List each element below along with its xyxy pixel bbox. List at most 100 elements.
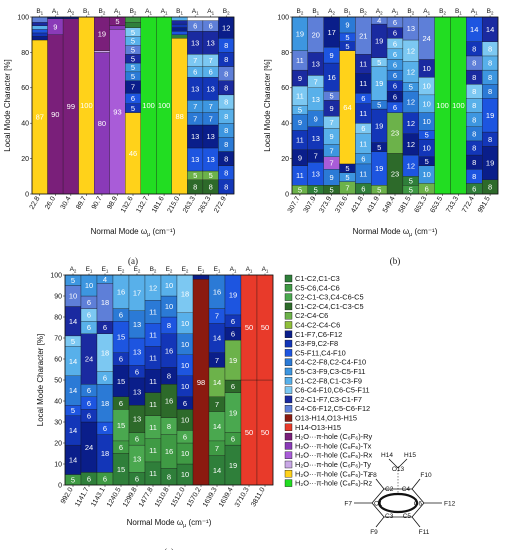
data-label: 8 [472,144,476,153]
symmetry-label: B2 [439,8,446,16]
data-label: 8 [472,101,476,110]
data-label: 16 [213,288,221,297]
x-tick-label: 373.9 [319,195,334,214]
data-label: 6 [183,432,187,441]
symmetry-label: A1 [207,8,214,16]
x-tick-label: 991.5 [477,195,492,214]
data-label: 5 [209,171,213,180]
panel-b: 511911951191119B2307.751371391371320B130… [263,8,499,266]
data-label: 7 [314,152,318,161]
legend-swatch [284,470,293,478]
legend-entry: C4-C6-F12,C5-C6-F12 [295,404,370,413]
data-label: 9 [345,21,349,30]
data-label: 5 [425,130,429,139]
x-tick-label: 263.3 [198,195,213,214]
data-label: 5 [377,58,381,67]
data-label: 13 [133,387,141,396]
data-label: 5 [193,171,197,180]
x-tick-label: 1510.8 [154,486,171,508]
symmetry-label: A1 [192,8,199,16]
data-label: 24 [85,355,93,364]
data-label: 14 [69,357,77,366]
data-label: 17 [327,28,335,37]
x-tick-label: 431.9 [366,195,381,214]
x-tick-label: 549.4 [382,195,397,214]
data-label: 19 [296,30,304,39]
bar-segment [171,16,188,21]
data-label: 5 [131,37,135,46]
symmetry-label: A1 [114,8,121,16]
data-label: 10 [69,292,77,301]
x-tick-label: 1477.8 [138,486,155,508]
data-label: 12 [407,119,415,128]
data-label: 13 [191,38,199,47]
panel-label: (c) [164,547,174,550]
data-label: 14 [213,378,221,387]
x-tick-label: 1240.5 [106,486,123,508]
x-tick-label: 272.9 [213,195,228,214]
legend-entry: O13-H14,O13-H15 [295,414,357,423]
bar-segment [125,22,141,28]
data-label: 6 [209,22,213,31]
data-label: 14 [486,25,494,34]
data-label: 6 [231,382,235,391]
atom-label: C3 [385,513,394,520]
legend-entry: C5-F11,C4-F10 [295,348,346,357]
data-label: 8 [488,45,492,54]
data-label: 7 [193,102,197,111]
bond [371,488,385,504]
legend-entry: H14-O13-H15 [295,423,341,432]
legend-entry: C1-C2,C1-C3 [295,274,340,283]
data-label: 13 [191,84,199,93]
atom-label: F7 [344,501,352,508]
data-label: 5 [409,176,413,185]
data-label: 16 [165,447,173,456]
data-label: 13 [133,454,141,463]
symmetry-label: B2 [407,8,414,16]
atom-label: O13 [392,466,405,473]
data-label: 6 [103,474,107,483]
y-tick-label: 60 [281,85,289,92]
bar-segment [171,27,188,32]
data-label: 11 [359,169,367,178]
data-label: 11 [149,469,157,478]
atom-label: H14 [381,452,393,459]
symmetry-label: A2 [376,8,383,16]
data-label: 11 [296,56,304,65]
data-label: 24 [85,443,93,452]
symmetry-label: E2 [118,266,125,274]
bond [411,488,425,504]
data-label: 12 [222,23,230,32]
symmetry-label: E1 [102,266,109,274]
data-label: 13 [133,415,141,424]
x-tick-label: 421.8 [350,195,365,214]
data-label: 10 [181,470,189,479]
data-label: 10 [423,117,431,126]
data-label: 19 [375,37,383,46]
data-label: 9 [330,132,334,141]
data-label: 6 [231,330,235,339]
data-label: 100 [158,101,171,110]
data-label: 16 [327,73,335,82]
y-tick-label: 0 [285,191,289,198]
data-label: 14 [213,422,221,431]
legend-entry: C2-C4-C6 [295,311,328,320]
y-tick-label: 0 [25,191,29,198]
legend-swatch [284,321,293,329]
data-label: 6 [393,60,397,69]
data-label: 100 [452,101,465,110]
data-label: 10 [181,340,189,349]
x-tick-label: 1141.7 [74,486,91,508]
data-label: 100 [142,101,155,110]
data-label: 6 [87,386,91,395]
bar-segment [171,23,188,28]
legend-swatch [284,386,293,394]
y-tick-label: 40 [54,398,62,405]
legend-swatch [284,460,293,469]
data-label: 99 [67,102,75,111]
data-label: 5 [131,104,135,113]
data-label: 7 [314,77,318,86]
data-label: 9 [298,118,302,127]
data-label: 6 [231,317,235,326]
data-label: 7 [215,400,219,409]
